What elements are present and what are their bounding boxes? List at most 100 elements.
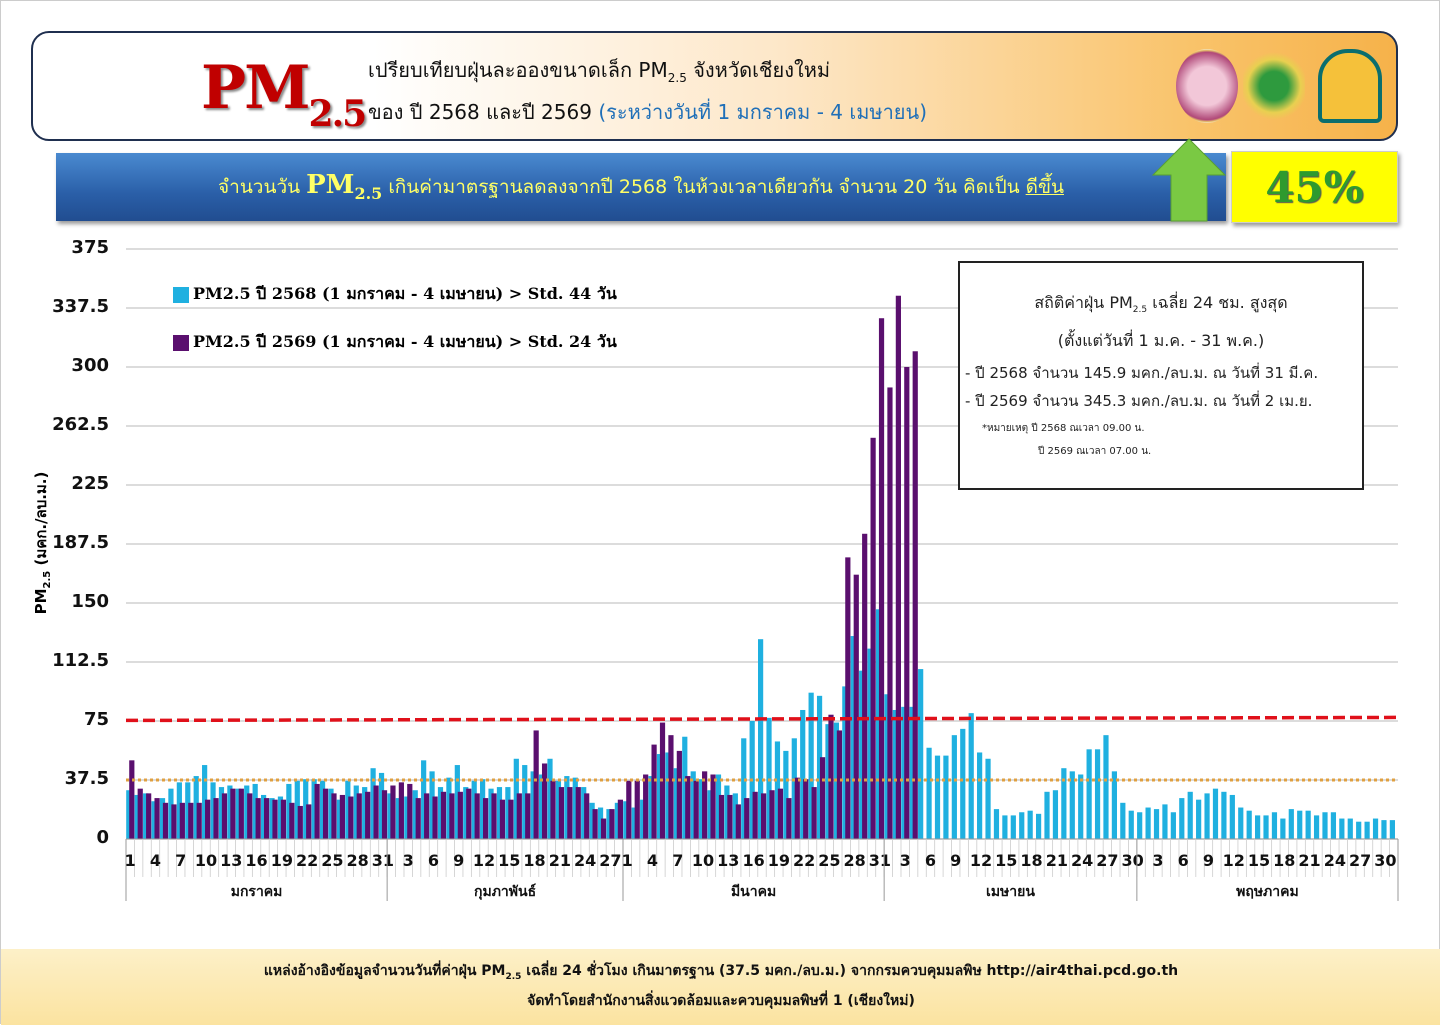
bar-2569 [761,793,767,839]
bar-2569 [339,794,346,839]
x-tick-label: 21 [549,851,571,870]
bar-2568 [143,793,149,839]
bar-2568 [513,758,519,839]
bar-2569 [188,802,194,839]
bar-2568 [656,754,663,839]
bar-2569 [348,796,354,839]
x-tick-label: 1 [125,851,136,870]
bar-2568 [126,790,132,839]
bar-2569 [314,783,320,839]
bar-2569 [289,802,295,839]
bar-2568 [218,787,225,839]
bar-2568 [715,774,722,839]
bar-2568 [1128,810,1134,839]
bar-2569 [567,787,573,839]
bar-2569 [668,735,674,839]
bar-2569 [525,793,531,839]
bar-2568 [766,717,772,839]
bar-2568 [1364,821,1370,839]
bar-2569 [862,533,868,839]
bar-2568 [328,788,334,839]
bar-2569 [887,387,893,839]
bar-2569 [558,787,565,839]
month-label: กุมภาพันธ์ [474,883,536,900]
bar-2568 [555,780,562,839]
bar-2569 [272,799,278,839]
header-title: เปรียบเทียบฝุ่นละอองขนาดเล็ก PM2.5 จังหว… [368,58,928,124]
bar-2569 [895,295,901,839]
bar-2568 [480,779,486,839]
bar-2568 [682,736,688,839]
red-reference-line [125,715,1399,723]
bar-2569 [685,776,691,839]
bar-2569 [230,788,236,839]
bar-2568 [1372,818,1379,839]
stats-2568: - ปี 2568 จำนวน 145.9 มคก./ลบ.ม. ณ วันที… [965,364,1319,382]
bar-2568 [176,782,182,839]
header-panel: PM2.5 เปรียบเทียบฝุ่นละอองขนาดเล็ก PM2.5… [31,31,1398,141]
bar-2568 [665,752,671,839]
bar-2568 [1061,768,1067,839]
bar-2568 [1305,810,1311,839]
x-tick-label: 30 [1374,851,1396,870]
bar-2568 [1010,815,1016,839]
x-tick-label: 30 [1122,851,1144,870]
bar-2568 [825,724,831,839]
bar-2569 [137,788,143,839]
bar-2569 [457,791,463,839]
bar-2569 [373,785,379,839]
x-tick-label: 31 [869,851,891,870]
bar-2568 [1170,812,1176,839]
x-tick-label: 22 [296,851,318,870]
bar-2568 [488,788,494,839]
bar-2568 [1212,788,1219,839]
bar-2568 [1052,790,1059,839]
bar-2569 [322,788,329,839]
bar-2568 [260,794,267,839]
bar-2568 [522,765,528,839]
bar-2568 [159,798,166,839]
bar-2569 [247,793,253,839]
bar-2568 [572,777,578,839]
bar-2568 [774,741,781,839]
bar-2568 [1271,812,1278,839]
bar-2569 [904,367,910,839]
bar-2569 [912,351,918,839]
bar-2569 [398,782,404,839]
bar-2568 [1389,820,1395,839]
bar-2568 [985,758,991,839]
bar-2568 [800,709,806,839]
month-label: เมษายน [986,884,1035,900]
x-tick-label: 13 [717,851,739,870]
bar-2568 [294,780,300,839]
x-tick-label: 6 [925,851,936,870]
x-tick-label: 7 [175,851,186,870]
bar-2568 [370,768,376,839]
bar-2568 [1103,735,1109,839]
bar-2569 [533,730,539,839]
max-stats-box: สถิติค่าฝุ่น PM2.5 เฉลี่ย 24 ชม. สูงสุด … [958,261,1364,490]
bar-2569 [718,794,725,839]
ministry-emblem-logo [1243,49,1305,123]
month-label: มกราคม [231,884,283,900]
bar-2569 [845,557,851,839]
bar-2568 [1086,749,1092,839]
bar-2568 [926,747,932,839]
bar-2568 [707,790,713,839]
bar-2568 [1288,809,1294,839]
bar-2568 [951,735,957,839]
bar-2569 [491,793,497,839]
bar-2569 [609,809,615,839]
bar-2569 [651,744,657,839]
x-tick-label: 6 [428,851,439,870]
stats-note-1: *หมายเหตุ ปี 2568 ณเวลา 09.00 น. [982,423,1145,434]
bar-2569 [162,802,169,839]
bar-2568 [471,780,477,839]
bar-2568 [353,785,359,839]
stats-title: สถิติค่าฝุ่น PM2.5 เฉลี่ย 24 ชม. สูงสุด [1034,293,1288,316]
y-tick-label: 300 [71,355,109,376]
bar-2569 [550,780,556,839]
bar-2569 [356,793,362,839]
bar-2568 [269,798,275,839]
